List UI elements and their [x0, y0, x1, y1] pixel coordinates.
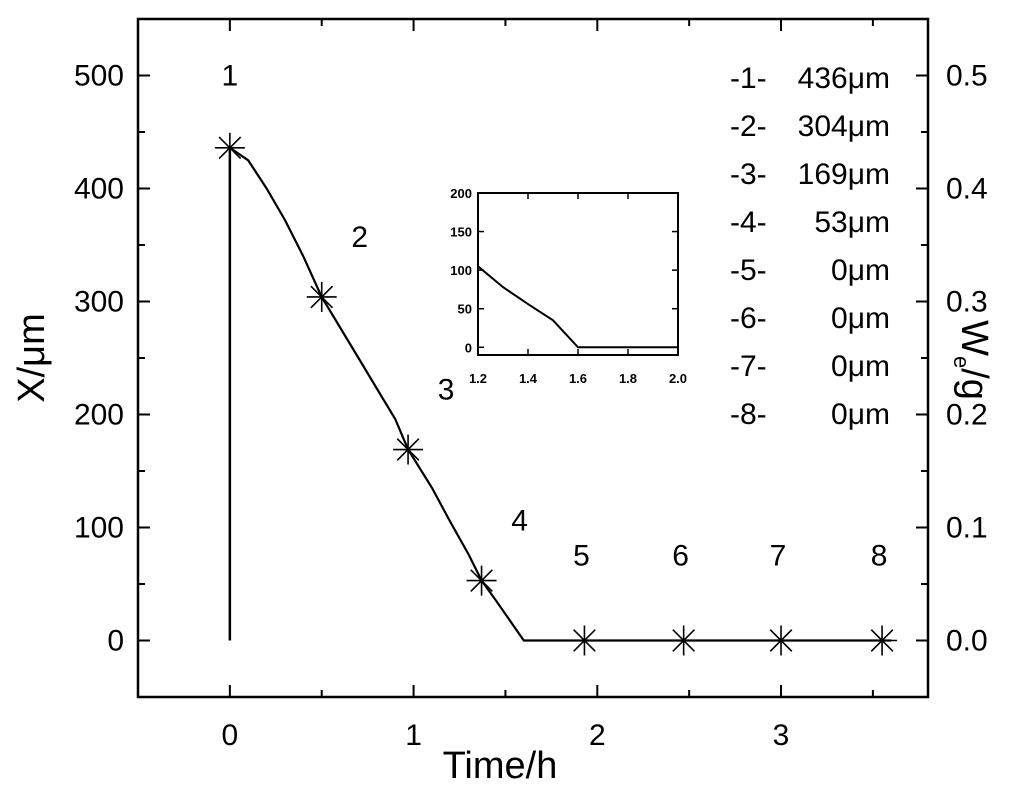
point-label-2: 2: [351, 221, 368, 254]
inset-x-tick-label: 1.8: [619, 371, 637, 386]
legend-value: 0μm: [831, 254, 890, 287]
legend-id: -7-: [730, 350, 767, 383]
marker-stroke: [769, 629, 793, 652]
point-label-6: 6: [672, 540, 689, 573]
y-tick-label: 0: [107, 625, 124, 658]
y-tick-label: 100: [74, 512, 124, 545]
y2-axis-title-sub: e: [949, 356, 974, 368]
marker-3: [393, 434, 424, 465]
y-tick-label: 200: [74, 399, 124, 432]
legend-id: -4-: [730, 206, 767, 239]
x-axis-title: Time/h: [443, 745, 558, 787]
legend-value: 0μm: [831, 350, 890, 383]
inset-y-tick-label: 100: [450, 263, 472, 278]
x-tick-label: 1: [405, 719, 422, 752]
x-tick-label: 2: [589, 719, 606, 752]
legend-value: 304μm: [798, 110, 890, 143]
y2-tick-label: 0.5: [946, 60, 988, 93]
marker-stroke: [470, 569, 493, 592]
inset-y-tick-label: 50: [458, 302, 472, 317]
legend-value: 53μm: [814, 206, 890, 239]
inset-y-tick-label: 150: [450, 225, 472, 240]
main-labels: 1 2 3 4 5 6 7 8 -1- 436μm -2- 304μm -3- 169μm -4- 53μm -…: [222, 60, 890, 573]
inset-frame: [477, 192, 679, 356]
inset-marks: [477, 265, 678, 349]
inset-x-tick-label: 1.6: [569, 371, 587, 386]
point-label-3: 3: [438, 374, 455, 407]
y-axis-title: X/μm: [11, 313, 53, 402]
y2-tick-label: 0.0: [946, 625, 988, 658]
inset-y-tick-label: 0: [465, 340, 472, 355]
y2-tick-label: 0.3: [946, 286, 988, 319]
legend-value: 0μm: [831, 398, 890, 431]
main-marks: [214, 132, 898, 656]
marker-7: [766, 625, 797, 656]
y2-tick-label: 0.4: [946, 173, 988, 206]
inset-x-tick-label: 2.0: [669, 371, 687, 386]
inset-chart: 1.2 1.4 1.6 1.8 2.0 0 50 100 150 200: [450, 186, 687, 386]
inset-y-tick-label: 200: [450, 186, 472, 201]
y2-axis-title-main: W: [953, 320, 995, 356]
marker-6: [668, 625, 699, 656]
inset-ticks: 1.2 1.4 1.6 1.8 2.0 0 50 100 150 200: [450, 186, 687, 386]
marker-stroke: [396, 438, 420, 461]
x-tick-label: 3: [773, 719, 790, 752]
legend-id: -5-: [730, 254, 767, 287]
point-label-1: 1: [222, 60, 239, 93]
marker-2: [306, 281, 337, 312]
point-label-4: 4: [511, 505, 528, 538]
y2-tick-label: 0.1: [946, 512, 988, 545]
y-tick-label: 500: [74, 60, 124, 93]
marker-stroke: [870, 629, 894, 652]
legend-value: 0μm: [831, 302, 890, 335]
data-line: [229, 146, 892, 642]
x-tick-label: 0: [222, 719, 239, 752]
y2-tick-label: 0.2: [946, 399, 988, 432]
legend-value: 169μm: [798, 158, 890, 191]
y-tick-label: 300: [74, 286, 124, 319]
legend-id: -6-: [730, 302, 767, 335]
inset-x-tick-label: 1.2: [469, 371, 487, 386]
marker-stroke: [573, 629, 596, 652]
inset-x-tick-label: 1.4: [519, 371, 538, 386]
legend-id: -3-: [730, 158, 767, 191]
svg-text:We/g: We/g: [949, 320, 995, 400]
legend-value: 436μm: [798, 62, 890, 95]
marker-4: [466, 565, 497, 596]
marker-8: [867, 625, 898, 656]
marker-stroke: [310, 285, 334, 309]
marker-stroke: [672, 629, 696, 652]
legend-id: -1-: [730, 62, 767, 95]
y2-axis-title-tail: /g: [953, 368, 995, 400]
y-tick-label: 400: [74, 173, 124, 206]
marker-5: [569, 625, 600, 656]
point-label-8: 8: [871, 540, 888, 573]
inset-data-line: [477, 265, 678, 349]
y2-axis-title: We/g: [949, 320, 995, 400]
point-label-7: 7: [770, 540, 787, 573]
legend-id: -8-: [730, 398, 767, 431]
point-label-5: 5: [573, 540, 590, 573]
legend-id: -2-: [730, 110, 767, 143]
marker-stroke: [218, 136, 242, 160]
marker-1: [214, 132, 245, 163]
